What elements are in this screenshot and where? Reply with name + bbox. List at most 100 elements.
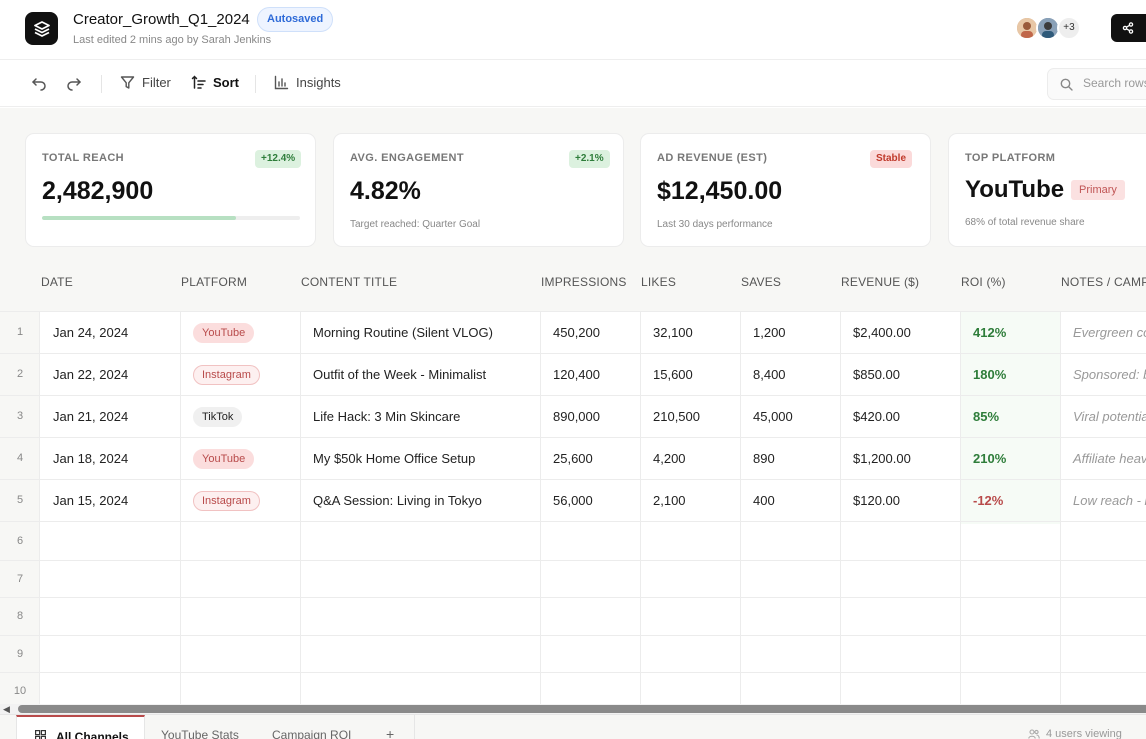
share-button[interactable] <box>1111 14 1146 42</box>
cell-likes[interactable]: 2,100 <box>653 493 686 508</box>
empty-table-row[interactable]: 6 <box>0 523 1146 561</box>
cell-revenue[interactable]: $2,400.00 <box>853 325 911 340</box>
tab-label: Campaign ROI <box>272 728 352 739</box>
search-box[interactable] <box>1047 68 1146 100</box>
column-header-platform[interactable]: PLATFORM <box>181 275 248 289</box>
cell-date[interactable]: Jan 18, 2024 <box>53 451 129 466</box>
column-header-likes[interactable]: LIKES <box>641 275 677 289</box>
cell-date[interactable]: Jan 22, 2024 <box>53 367 129 382</box>
cell-likes[interactable]: 32,100 <box>653 325 693 340</box>
cell-saves[interactable]: 45,000 <box>753 409 793 424</box>
cell-roi[interactable]: 85% <box>973 409 1000 424</box>
collaborator-avatar[interactable] <box>1015 16 1039 40</box>
empty-table-row[interactable]: 9 <box>0 636 1146 673</box>
app-logo-icon[interactable] <box>25 12 58 45</box>
stat-caption: Last 30 days performance <box>657 219 773 230</box>
cell-title[interactable]: Q&A Session: Living in Tokyo <box>313 493 482 508</box>
table-row[interactable]: 2 Jan 22, 2024 Outfit of the Week - Minima… <box>0 354 1146 396</box>
column-divider <box>180 312 181 704</box>
cell-notes[interactable]: Low reach - retry <box>1073 493 1146 508</box>
toolbar-divider <box>255 75 256 93</box>
table-row[interactable]: 1 Jan 24, 2024 Morning Routine (Silent VLO… <box>0 312 1146 354</box>
table-row[interactable]: 3 Jan 21, 2024 Life Hack: 3 Min Skincare 89… <box>0 396 1146 438</box>
column-header-date[interactable]: DATE <box>41 275 73 289</box>
cell-impressions[interactable]: 120,400 <box>553 367 600 382</box>
cell-saves[interactable]: 1,200 <box>753 325 786 340</box>
empty-table-row[interactable]: 7 <box>0 561 1146 598</box>
cell-likes[interactable]: 4,200 <box>653 451 686 466</box>
cell-revenue[interactable]: $1,200.00 <box>853 451 911 466</box>
platform-tag[interactable]: Instagram <box>193 365 260 385</box>
filter-button[interactable]: Filter <box>120 75 171 90</box>
cell-roi[interactable]: 210% <box>973 451 1007 466</box>
column-header-saves[interactable]: SAVES <box>741 275 782 289</box>
cell-date[interactable]: Jan 24, 2024 <box>53 325 129 340</box>
scrollbar-thumb[interactable] <box>18 705 1146 713</box>
cell-notes[interactable]: Evergreen content <box>1073 325 1146 340</box>
cell-impressions[interactable]: 890,000 <box>553 409 600 424</box>
cell-notes[interactable]: Affiliate heavy <box>1073 451 1146 466</box>
column-header-title[interactable]: CONTENT TITLE <box>301 275 398 289</box>
more-collaborators-count[interactable]: +3 <box>1057 16 1081 40</box>
horizontal-scrollbar[interactable]: ◀ <box>0 704 1146 714</box>
data-grid: DATE PLATFORM CONTENT TITLE IMPRESSIONS … <box>0 272 1146 704</box>
tab-campaign-roi[interactable]: Campaign ROI <box>272 715 351 739</box>
empty-table-row[interactable]: 8 <box>0 598 1146 636</box>
cell-revenue[interactable]: $850.00 <box>853 367 900 382</box>
cell-revenue[interactable]: $420.00 <box>853 409 900 424</box>
column-header-revenue[interactable]: REVENUE ($) <box>841 275 920 289</box>
empty-table-row[interactable]: 10 <box>0 673 1146 704</box>
platform-tag[interactable]: YouTube <box>193 323 255 343</box>
cell-impressions[interactable]: 25,600 <box>553 451 593 466</box>
cell-saves[interactable]: 890 <box>753 451 775 466</box>
stat-label: TOP PLATFORM <box>965 152 1056 164</box>
cell-title[interactable]: Life Hack: 3 Min Skincare <box>313 409 461 424</box>
cell-likes[interactable]: 210,500 <box>653 409 700 424</box>
undo-button[interactable] <box>31 75 54 91</box>
cell-likes[interactable]: 15,600 <box>653 367 693 382</box>
cell-roi[interactable]: -12% <box>973 493 1004 508</box>
tab-label: YouTube Stats <box>161 728 239 739</box>
cell-title[interactable]: My $50k Home Office Setup <box>313 451 476 466</box>
column-header-roi[interactable]: ROI (%) <box>961 275 1006 289</box>
cell-saves[interactable]: 8,400 <box>753 367 786 382</box>
cell-revenue[interactable]: $120.00 <box>853 493 900 508</box>
row-number: 3 <box>16 410 24 422</box>
cell-notes[interactable]: Viral potential <box>1073 409 1146 424</box>
stat-card-engagement: AVG. ENGAGEMENT +2.1% 4.82% Target reach… <box>333 133 624 247</box>
row-number: 4 <box>16 452 24 464</box>
cell-roi[interactable]: 180% <box>973 367 1007 382</box>
cell-notes[interactable]: Sponsored: brand <box>1073 367 1146 382</box>
cell-roi[interactable]: 412% <box>973 325 1007 340</box>
cell-date[interactable]: Jan 21, 2024 <box>53 409 129 424</box>
table-row[interactable]: 5 Jan 15, 2024 Q&A Session: Living in Toky… <box>0 480 1146 522</box>
sort-icon <box>191 75 206 89</box>
column-header-notes[interactable]: NOTES / CAMPAIGN <box>1061 275 1146 289</box>
document-title[interactable]: Creator_Growth_Q1_2024 <box>73 11 250 28</box>
search-input[interactable] <box>1083 76 1146 90</box>
tab-all-channels[interactable]: All Channels <box>16 715 145 739</box>
reach-progress-bar <box>42 216 300 220</box>
platform-tag[interactable]: TikTok <box>193 407 243 427</box>
stat-caption: Target reached: Quarter Goal <box>350 219 481 230</box>
row-number: 9 <box>16 647 24 660</box>
cell-saves[interactable]: 400 <box>753 493 775 508</box>
cell-impressions[interactable]: 450,200 <box>553 325 600 340</box>
column-header-impressions[interactable]: IMPRESSIONS <box>541 275 627 289</box>
scroll-left-icon[interactable]: ◀ <box>3 704 10 714</box>
insights-button[interactable]: Insights <box>274 75 341 90</box>
platform-tag[interactable]: YouTube <box>193 449 255 469</box>
column-divider <box>840 312 841 704</box>
platform-tag[interactable]: Instagram <box>193 491 260 511</box>
add-tab-button[interactable]: + <box>386 726 395 739</box>
sort-button[interactable]: Sort <box>191 75 239 90</box>
tab-youtube-stats[interactable]: YouTube Stats <box>161 715 239 739</box>
redo-button[interactable] <box>66 75 89 91</box>
cell-date[interactable]: Jan 15, 2024 <box>53 493 129 508</box>
cell-impressions[interactable]: 56,000 <box>553 493 593 508</box>
table-row[interactable]: 4 Jan 18, 2024 My $50k Home Office Setup 25… <box>0 438 1146 480</box>
cell-title[interactable]: Morning Routine (Silent VLOG) <box>313 325 493 340</box>
cell-title[interactable]: Outfit of the Week - Minimalist <box>313 367 487 382</box>
row-number-column <box>0 272 40 704</box>
row-number: 7 <box>16 572 24 585</box>
